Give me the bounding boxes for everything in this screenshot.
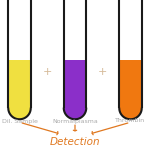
Text: Normalplasma: Normalplasma <box>52 118 98 123</box>
FancyBboxPatch shape <box>119 60 142 108</box>
FancyBboxPatch shape <box>64 0 86 108</box>
Text: +: + <box>43 67 52 77</box>
Ellipse shape <box>8 97 31 119</box>
Ellipse shape <box>119 97 142 119</box>
Text: Thrombin: Thrombin <box>116 118 146 123</box>
FancyBboxPatch shape <box>8 60 31 108</box>
Ellipse shape <box>8 97 31 119</box>
Text: +: + <box>98 67 107 77</box>
Text: Dil. Sample: Dil. Sample <box>2 118 38 123</box>
Ellipse shape <box>64 97 86 119</box>
Ellipse shape <box>64 97 86 119</box>
Ellipse shape <box>119 97 142 119</box>
FancyBboxPatch shape <box>64 60 86 108</box>
FancyBboxPatch shape <box>119 0 142 108</box>
FancyBboxPatch shape <box>8 0 31 108</box>
Text: Detection: Detection <box>50 137 100 147</box>
